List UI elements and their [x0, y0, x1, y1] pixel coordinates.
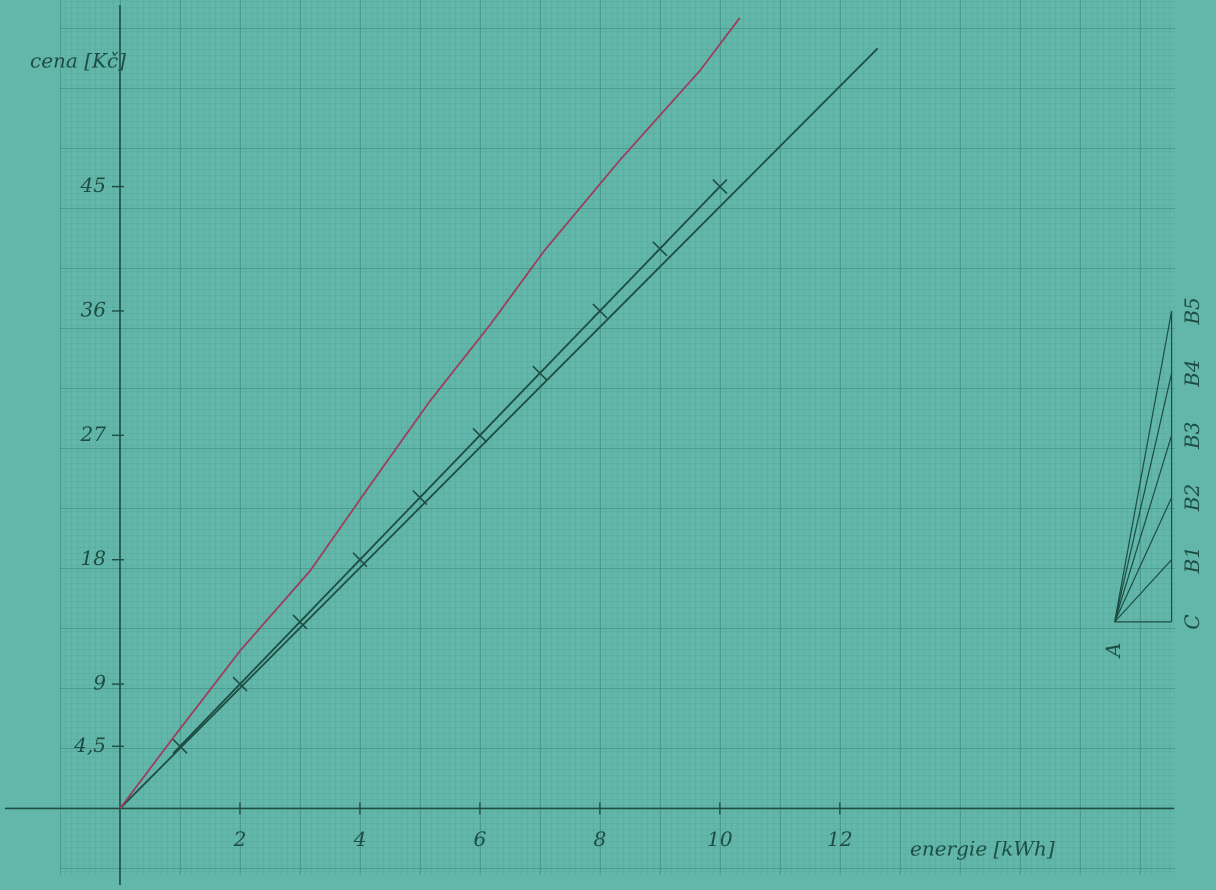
x-tick-label: 10 [707, 827, 733, 851]
y-tick-label: 45 [80, 173, 106, 197]
annotation: C [1180, 614, 1204, 629]
chart: cena [Kč] energie [kWh] 2 4 6 8 10 12 4,5 9 18 27… [0, 0, 1216, 890]
y-tick-label: 4,5 [73, 733, 106, 757]
y-tick-label: 18 [81, 546, 106, 570]
x-tick-label: 2 [233, 827, 247, 851]
annotation: B2 [1180, 484, 1204, 512]
page: cena [Kč] energie [kWh] 2 4 6 8 10 12 4,5 9 18 27… [0, 0, 1216, 890]
x-axis-label: energie [kWh] [910, 837, 1055, 861]
x-tick-label: 4 [353, 827, 367, 851]
y-tick-label: 36 [81, 297, 107, 321]
y-axis-label: cena [Kč] [30, 49, 126, 73]
annotation: A [1101, 643, 1125, 659]
annotation: B5 [1180, 297, 1204, 325]
annotation: B4 [1180, 359, 1204, 387]
annotation: B3 [1180, 422, 1204, 450]
x-tick-label: 8 [594, 827, 607, 851]
graph-paper [60, 0, 1175, 875]
y-tick-label: 27 [80, 422, 107, 446]
x-tick-label: 12 [827, 827, 852, 851]
annotation: B1 [1180, 546, 1204, 574]
x-tick-label: 6 [474, 827, 487, 851]
y-tick-label: 9 [93, 671, 106, 695]
